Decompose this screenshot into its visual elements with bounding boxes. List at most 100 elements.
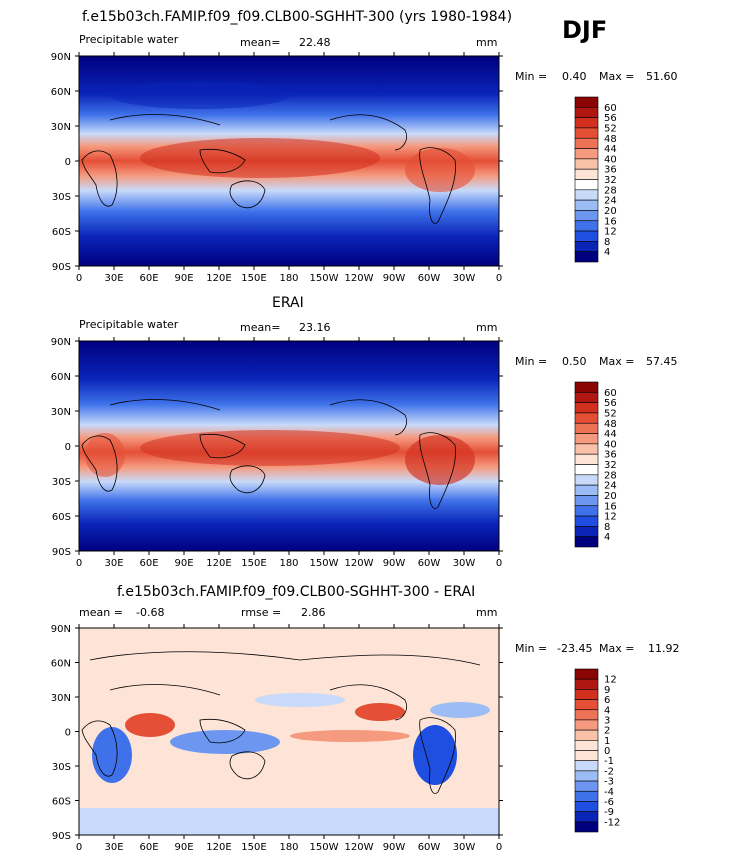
- colorbar-label: 60: [604, 388, 617, 399]
- panel1-variable: Precipitable water: [79, 33, 179, 46]
- colorbar-box: [574, 750, 599, 761]
- colorbar-box: [574, 536, 599, 548]
- lon-label: 150W: [310, 273, 339, 284]
- panel3-mean-value: -0.68: [136, 606, 165, 619]
- colorbar-box: [574, 740, 599, 751]
- colorbar-box: [574, 770, 599, 782]
- colorbar-box: [574, 790, 599, 802]
- lon-label: 90W: [383, 842, 406, 853]
- lon-label: 120E: [206, 842, 231, 853]
- colorbar-label: 0: [604, 746, 610, 757]
- lon-label: 150E: [241, 273, 266, 284]
- panel3-africa-neg: [92, 727, 132, 783]
- lat-label: 60S: [52, 797, 71, 808]
- panel2-mean-value: 23.16: [299, 321, 331, 334]
- lon-label: 180: [279, 842, 298, 853]
- panel3-itcz-pos: [290, 730, 410, 742]
- panel3-max-label: Max =: [599, 642, 635, 655]
- lat-label: 90S: [52, 262, 71, 273]
- colorbar-box: [574, 801, 599, 812]
- colorbar-box: [574, 433, 599, 445]
- colorbar-label: -1: [604, 756, 614, 767]
- colorbar-label: -12: [604, 817, 620, 828]
- colorbar-label: 24: [604, 481, 617, 492]
- colorbar-label: 4: [604, 705, 610, 716]
- panel1-min-label: Min =: [515, 70, 548, 83]
- colorbar-label: -9: [604, 807, 614, 818]
- colorbar-label: 44: [604, 144, 617, 155]
- colorbar-label: 8: [604, 237, 610, 248]
- colorbar-label: 28: [604, 470, 617, 481]
- colorbar-box: [574, 422, 599, 434]
- colorbar-box: [574, 127, 599, 139]
- panel3-mean-label: mean =: [79, 606, 123, 619]
- panel1-units: mm: [476, 36, 498, 49]
- colorbar-box: [574, 443, 599, 455]
- panel3-min-label: Min =: [515, 642, 548, 655]
- colorbar-box: [574, 210, 599, 222]
- colorbar-label: 12: [604, 512, 617, 523]
- lon-label: 90E: [174, 273, 193, 284]
- panel1-max-value: 51.60: [646, 70, 678, 83]
- panel3-max-value: 11.92: [648, 642, 680, 655]
- lon-label: 30W: [453, 558, 476, 569]
- colorbar-box: [574, 699, 599, 711]
- panel2-max-label: Max =: [599, 355, 635, 368]
- colorbar-label: 12: [604, 227, 617, 238]
- colorbar-box: [574, 689, 599, 700]
- lat-label: 0: [65, 728, 71, 739]
- panel3-npac-neg: [255, 693, 345, 707]
- lat-label: 30S: [52, 192, 71, 203]
- colorbar-box: [574, 811, 599, 823]
- lon-label: 60W: [418, 273, 441, 284]
- panel1-mean-value: 22.48: [299, 36, 331, 49]
- colorbar-label: 48: [604, 419, 617, 430]
- colorbar-label: -4: [604, 787, 614, 798]
- colorbar-label: 4: [604, 247, 610, 258]
- colorbar-box: [574, 719, 599, 731]
- lon-label: 60E: [139, 273, 158, 284]
- colorbar-box: [574, 107, 599, 118]
- colorbar-label: 4: [604, 532, 610, 543]
- lat-label: 90N: [51, 624, 71, 635]
- lon-label: 120W: [345, 842, 374, 853]
- colorbar-label: 56: [604, 398, 617, 409]
- panel2-map: 90N 60N 30N 0 30S 60S 90S 0 30E 60E 90E 120E 150E 180…: [51, 337, 503, 569]
- lon-label: 0: [496, 558, 502, 569]
- panel2-max-value: 57.45: [646, 355, 678, 368]
- colorbar-box: [574, 179, 599, 191]
- colorbar-label: 16: [604, 216, 617, 227]
- colorbar-label: 32: [604, 175, 617, 186]
- lon-label: 120W: [345, 558, 374, 569]
- colorbar-label: 2: [604, 726, 610, 737]
- colorbar-label: 52: [604, 123, 617, 134]
- panel2-units: mm: [476, 321, 498, 334]
- colorbar-label: 56: [604, 113, 617, 124]
- panel1-warm-pool: [140, 138, 380, 178]
- panel3-map: 90N 60N 30N 0 30S 60S 90S 0 30E 60E 90E 120E 150E 180…: [51, 624, 503, 853]
- lon-label: 120E: [206, 558, 231, 569]
- panel2-min-value: 0.50: [562, 355, 587, 368]
- lon-label: 0: [76, 273, 82, 284]
- panel1-map: 90N 60N 30N 0 30S 60S 90S 0 30E 60E 90E 120E 150E 180…: [51, 52, 503, 284]
- colorbar-box: [574, 821, 599, 833]
- panel3-arabian-pos: [125, 713, 175, 737]
- colorbar-box: [574, 505, 599, 517]
- lon-label: 30W: [453, 842, 476, 853]
- lat-label: 60S: [52, 227, 71, 238]
- colorbar-box: [574, 484, 599, 496]
- colorbar-box: [574, 137, 599, 149]
- panel1-max-label: Max =: [599, 70, 635, 83]
- colorbar-label: -6: [604, 797, 614, 808]
- lon-label: 30E: [104, 558, 123, 569]
- colorbar-box: [574, 780, 599, 792]
- colorbar-label: 44: [604, 429, 617, 440]
- panel3-rmse-label: rmse =: [241, 606, 282, 619]
- lon-label: 60E: [139, 558, 158, 569]
- colorbar-box: [574, 381, 599, 393]
- colorbar-box: [574, 199, 599, 211]
- panel3-amazon-neg: [413, 725, 457, 785]
